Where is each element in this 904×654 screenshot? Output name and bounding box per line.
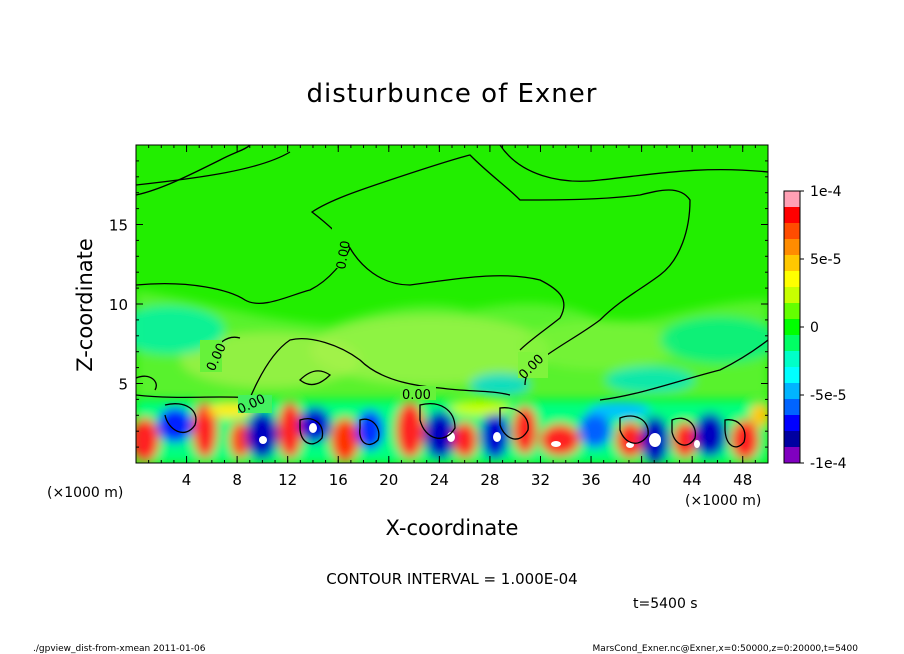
x-tick-label: 28 (480, 471, 499, 489)
z-tick-label: 10 (109, 296, 128, 314)
colorbar-segment (784, 415, 800, 432)
contour-label: 0.00 (402, 388, 431, 403)
colorbar-segment (784, 223, 800, 240)
colorbar: 1e-4 5e-5 0 -5e-5 -1e-4 (783, 184, 847, 472)
chart-title: disturbunce of Exner (307, 79, 598, 109)
x-axis-title: X-coordinate (386, 516, 519, 540)
x-axis-unit: (×1000 m) (685, 493, 761, 509)
colorbar-segment (784, 207, 800, 224)
colorbar-segment (784, 383, 800, 400)
x-tick-label: 24 (430, 471, 449, 489)
x-tick-label: 32 (531, 471, 550, 489)
x-tick-label: 8 (232, 471, 242, 489)
colorbar-segment (784, 255, 800, 272)
heatmap-field (136, 145, 768, 463)
colorbar-segment (784, 303, 800, 320)
x-tick-label: 40 (632, 471, 651, 489)
colorbar-segment (784, 287, 800, 304)
x-tick-label: 44 (683, 471, 702, 489)
z-axis: 5 10 15 (109, 144, 768, 464)
colorbar-segment (784, 351, 800, 368)
colorbar-tick-label: -1e-4 (810, 456, 847, 472)
colorbar-segment (784, 191, 800, 208)
colorbar-tick-label: 0 (810, 320, 819, 336)
z-tick-label: 15 (109, 217, 128, 235)
footer-right: MarsCond_Exner.nc@Exner,x=0:50000,z=0:20… (593, 644, 859, 654)
y-axis-title: Z-coordinate (73, 238, 97, 372)
colorbar-tick-label: -5e-5 (810, 388, 847, 404)
colorbar-segment (784, 367, 800, 384)
x-axis: 4 8 12 16 20 24 28 32 36 40 44 48 (135, 145, 769, 489)
colorbar-segment (784, 239, 800, 256)
x-tick-label: 4 (182, 471, 192, 489)
x-tick-label: 12 (278, 471, 297, 489)
colorbar-segment (784, 319, 800, 336)
colorbar-segment (784, 447, 800, 464)
z-tick-label: 5 (118, 376, 128, 394)
footer-left: ./gpview_dist-from-xmean 2011-01-06 (33, 644, 206, 654)
colorbar-tick-label: 1e-4 (810, 184, 842, 200)
z-axis-unit: (×1000 m) (47, 485, 123, 501)
contour-lines (136, 145, 768, 448)
x-tick-label: 48 (733, 471, 752, 489)
colorbar-tick-label: 5e-5 (810, 252, 841, 268)
x-tick-label: 20 (379, 471, 398, 489)
x-tick-label: 36 (581, 471, 600, 489)
colorbar-segment (784, 335, 800, 352)
contour-label: 0.00 (334, 240, 354, 271)
contour-interval: CONTOUR INTERVAL = 1.000E-04 (326, 570, 577, 588)
colorbar-segment (784, 271, 800, 288)
time-label: t=5400 s (633, 596, 698, 612)
x-tick-label: 16 (329, 471, 348, 489)
colorbar-segment (784, 399, 800, 416)
colorbar-segment (784, 431, 800, 448)
